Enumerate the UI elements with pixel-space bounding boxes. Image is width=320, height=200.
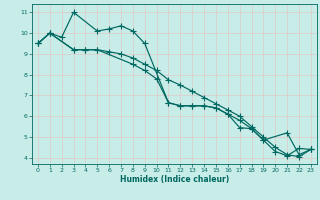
X-axis label: Humidex (Indice chaleur): Humidex (Indice chaleur) — [120, 175, 229, 184]
